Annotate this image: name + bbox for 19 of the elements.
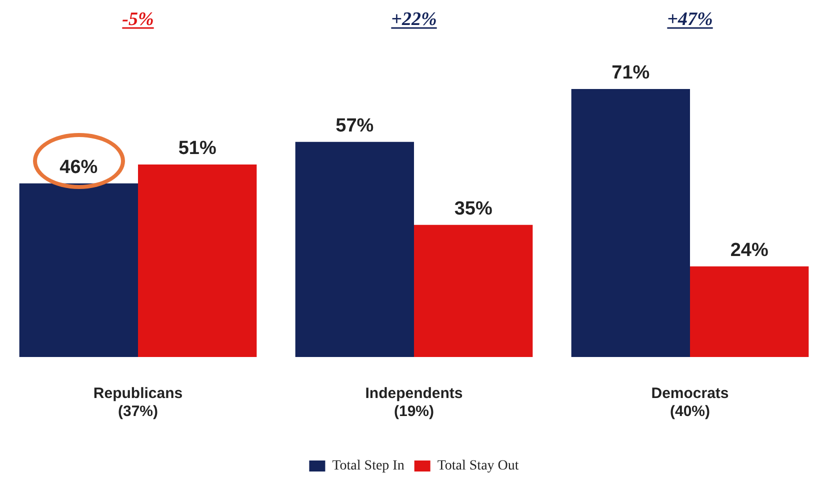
x-tick-label: Independents (19%) (365, 385, 463, 420)
x-tick-label: Republicans (37%) (93, 385, 183, 420)
text: -5% (122, 9, 154, 30)
bar (138, 164, 257, 357)
data-label: 51% (178, 138, 216, 160)
data-label: 71% (612, 62, 650, 84)
bar (571, 88, 690, 357)
bar (690, 266, 809, 357)
data-label: 57% (336, 116, 374, 137)
bar (295, 142, 414, 357)
text: +47% (667, 9, 713, 30)
data-label: 46% (60, 157, 98, 178)
bar (414, 224, 533, 357)
data-label: 35% (454, 198, 492, 220)
text: +22% (391, 9, 437, 30)
legend-label: Total Step In (332, 458, 404, 474)
legend-label: Total Stay Out (437, 458, 519, 474)
x-tick-label: Democrats (40%) (651, 385, 729, 420)
data-label: 24% (730, 240, 768, 262)
